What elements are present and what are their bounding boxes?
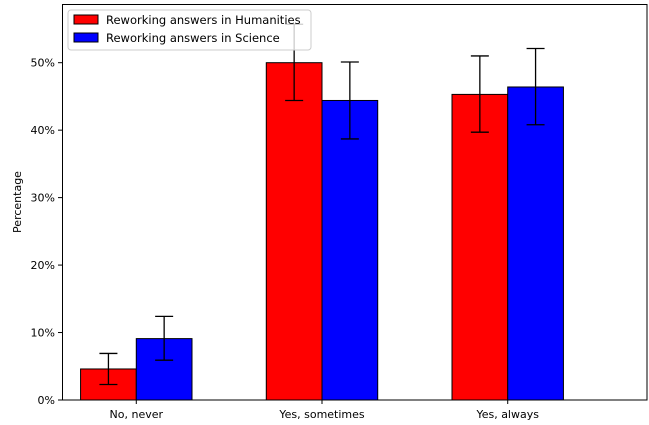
x-tick-label: Yes, sometimes bbox=[278, 408, 365, 421]
y-tick-label: 40% bbox=[31, 124, 55, 137]
legend-swatch-1 bbox=[73, 32, 99, 43]
errorbar-s0-c0 bbox=[99, 352, 118, 386]
legend-label-1: Reworking answers in Science bbox=[106, 31, 280, 45]
y-axis-title: Percentage bbox=[11, 171, 24, 233]
errorbars-layer bbox=[99, 23, 545, 386]
y-tick-label: 10% bbox=[31, 327, 55, 340]
bar-s0-c2 bbox=[451, 93, 509, 401]
legend-box bbox=[67, 9, 312, 51]
bars-layer bbox=[80, 62, 564, 401]
y-tick-label: 30% bbox=[31, 192, 55, 205]
x-axis: No, never Yes, sometimes Yes, always bbox=[110, 400, 539, 421]
errorbar-s0-c2 bbox=[470, 55, 489, 133]
bar-s1-c1 bbox=[321, 99, 379, 401]
errorbar-s1-c0 bbox=[155, 315, 174, 361]
errorbar-s1-c1 bbox=[340, 61, 359, 140]
x-tick-label: Yes, always bbox=[475, 408, 539, 421]
plot-frame bbox=[62, 4, 648, 401]
x-tick-label: No, never bbox=[110, 408, 164, 421]
bar-s1-c2 bbox=[507, 86, 564, 401]
errorbar-s1-c2 bbox=[526, 47, 545, 126]
y-axis: 0% 10% 20% 30% 40% 50% bbox=[31, 57, 62, 407]
y-tick-label: 50% bbox=[31, 57, 55, 70]
bar-s0-c1 bbox=[265, 62, 323, 401]
legend-label-0: Reworking answers in Humanities bbox=[106, 13, 301, 27]
legend: Reworking answers in Humanities Reworking… bbox=[67, 9, 312, 51]
y-tick-label: 20% bbox=[31, 259, 55, 272]
legend-swatch-0 bbox=[73, 14, 99, 25]
y-tick-label: 0% bbox=[38, 394, 55, 407]
